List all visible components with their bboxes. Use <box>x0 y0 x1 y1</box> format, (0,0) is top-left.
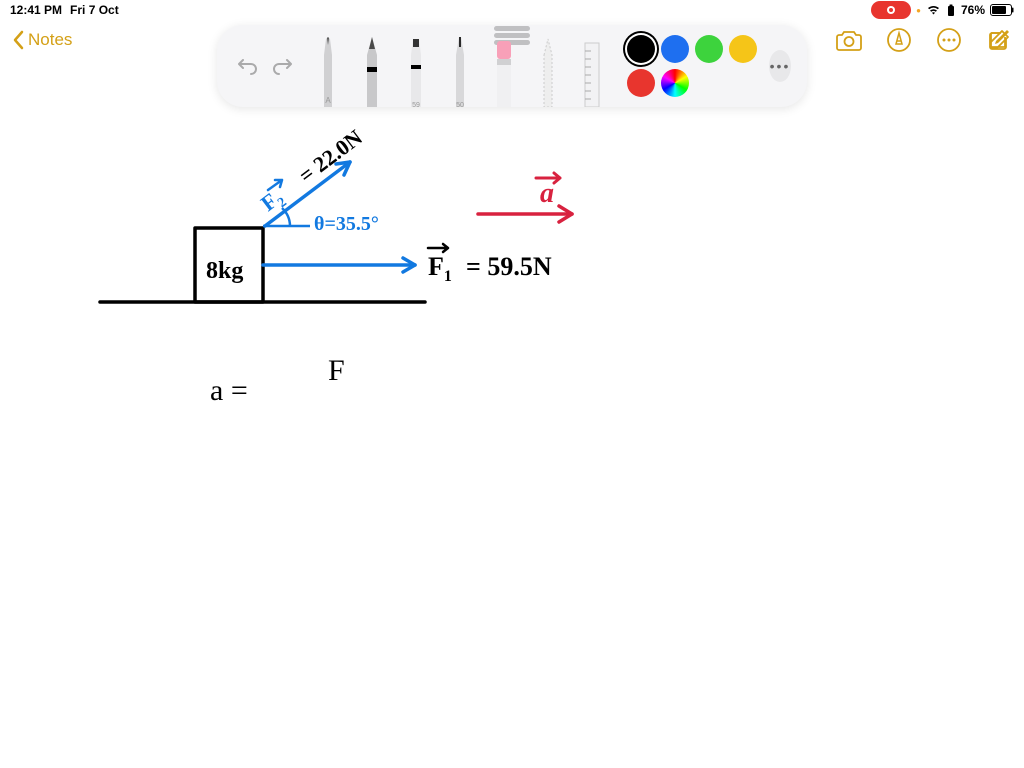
equation-f: F <box>328 354 345 387</box>
chevron-left-icon <box>12 30 24 50</box>
equation-a: a = <box>210 374 248 407</box>
marker2-icon <box>448 37 472 107</box>
angle-arc <box>282 208 290 226</box>
camera-button[interactable] <box>836 27 862 53</box>
f1-arrow-head <box>403 258 415 272</box>
rotation-lock-icon: ● <box>916 6 921 15</box>
mass-box <box>195 228 263 302</box>
tool-pencil[interactable] <box>353 35 391 107</box>
status-bar: 12:41 PM Fri 7 Oct ● 76% <box>0 0 1024 20</box>
wifi-icon <box>926 5 941 16</box>
battery-icon <box>990 4 1014 16</box>
markup-toolbar: A 59 50 ••• <box>217 25 807 107</box>
color-blue[interactable] <box>661 35 689 63</box>
pencil-icon <box>360 37 384 107</box>
eraser-icon <box>491 37 517 107</box>
f2-label: F2 <box>256 184 290 219</box>
a-vector-arrow-over <box>536 173 560 183</box>
color-yellow[interactable] <box>729 35 757 63</box>
f2-vector-arrow <box>268 180 282 190</box>
marker-50-label: 50 <box>456 102 464 109</box>
color-picker[interactable] <box>661 69 689 97</box>
angle-label: θ=35.5° <box>314 213 379 235</box>
toolbar-more-button[interactable]: ••• <box>769 50 791 82</box>
ellipsis-icon: ••• <box>770 58 791 74</box>
a-arrow-head <box>559 206 572 222</box>
color-green[interactable] <box>695 35 723 63</box>
color-red[interactable] <box>627 69 655 97</box>
f2-arrow-line <box>265 162 350 226</box>
compose-icon <box>987 28 1011 52</box>
ruler-icon <box>581 37 603 107</box>
tool-eraser[interactable] <box>485 35 523 107</box>
battery-percent: 76% <box>961 3 985 17</box>
color-black[interactable] <box>627 35 655 63</box>
markup-icon <box>886 27 912 53</box>
back-button[interactable]: Notes <box>12 30 72 50</box>
battery-saver-icon <box>946 4 956 16</box>
f1-value: = 59.5N <box>466 252 552 281</box>
f2-value: = 22.0N <box>294 124 367 188</box>
status-time: 12:41 PM <box>10 3 62 17</box>
markup-button[interactable] <box>886 27 912 53</box>
marker-59-label: 59 <box>412 102 420 109</box>
back-label: Notes <box>28 30 72 50</box>
tool-marker-50[interactable]: 50 <box>441 35 479 107</box>
tool-lasso[interactable] <box>529 35 567 107</box>
redo-button[interactable] <box>267 51 297 81</box>
status-date: Fri 7 Oct <box>70 3 119 17</box>
compose-button[interactable] <box>986 27 1012 53</box>
marker-icon <box>404 37 428 107</box>
tool-pen[interactable]: A <box>309 35 347 107</box>
undo-icon <box>237 57 259 75</box>
f1-vector-arrow <box>428 244 448 252</box>
camera-icon <box>836 29 862 51</box>
mass-label: 8kg <box>206 258 243 284</box>
redo-icon <box>271 57 293 75</box>
drawing-canvas[interactable]: 8kg F1 = 59.5N F2 = 22.0N θ=35.5° a a = … <box>0 0 1024 768</box>
screen-record-indicator[interactable] <box>871 1 911 19</box>
tool-marker-59[interactable]: 59 <box>397 35 435 107</box>
f2-arrow-head <box>336 162 350 175</box>
undo-button[interactable] <box>233 51 263 81</box>
color-palette <box>627 35 757 97</box>
tool-ruler[interactable] <box>573 35 611 107</box>
more-button[interactable] <box>936 27 962 53</box>
f1-label: F1 <box>428 252 452 285</box>
tool-pen-label: A <box>325 96 330 105</box>
lasso-icon <box>536 37 560 107</box>
a-label: a <box>540 178 554 209</box>
ellipsis-circle-icon <box>936 27 962 53</box>
